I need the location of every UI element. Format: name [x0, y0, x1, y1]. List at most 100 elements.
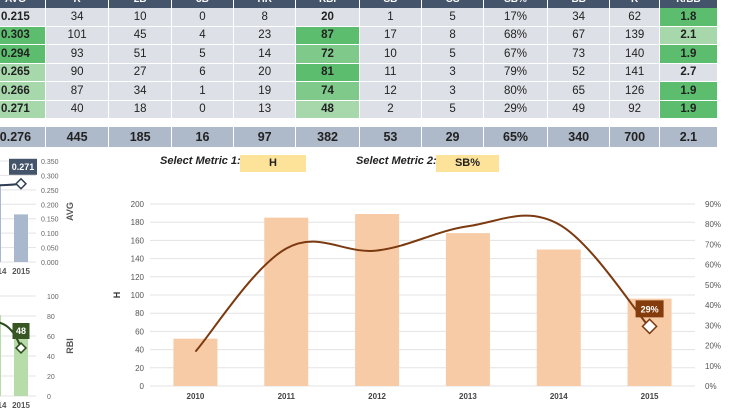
table-cell: 5	[421, 8, 485, 27]
y-tick-label: 200	[131, 200, 145, 209]
table-cell: 2.7	[659, 63, 719, 82]
x-tick-label: 2015	[12, 401, 30, 410]
x-tick-label: 2015	[641, 392, 659, 401]
y2-tick-label: 60%	[705, 261, 721, 270]
table-cell: 5	[421, 44, 485, 64]
table-cell: 23	[233, 26, 297, 45]
table-cell: 141	[609, 63, 660, 82]
table-cell: 45	[108, 26, 172, 45]
y2-tick-label: 90%	[705, 200, 721, 209]
column-header-r: R	[45, 0, 110, 8]
y-tick-label: 140	[131, 255, 145, 264]
y-tick-label: 0.250	[41, 188, 59, 195]
table-cell: 12	[359, 81, 422, 101]
table-cell: 67%	[483, 44, 548, 64]
column-header-cs: CS	[421, 0, 485, 8]
bar-2015	[14, 214, 28, 262]
y-tick-label: 40	[47, 354, 55, 361]
metric2-dropdown[interactable]: SB%	[436, 155, 499, 172]
x-tick-label: 2012	[368, 392, 386, 401]
data-label: 48	[16, 326, 26, 336]
y-tick-label: 0	[47, 394, 51, 401]
total-cell: 0.276	[0, 127, 46, 147]
table-row: 0.271 40 18 0 13 48 2 5 29% 49 92 1.9	[0, 100, 719, 119]
y-tick-label: 180	[131, 218, 145, 227]
table-row: 0.265 90 27 6 20 81 11 3 79% 52 141 2.7	[0, 63, 719, 82]
table-cell: 65	[547, 81, 611, 101]
metric2-label: Select Metric 2:	[356, 155, 437, 167]
y-tick-label: 0.150	[41, 217, 59, 224]
table-cell: 72	[295, 44, 360, 64]
table-cell: 11	[359, 63, 422, 82]
table-cell: 8	[233, 8, 297, 27]
table-cell: 20	[233, 63, 297, 82]
data-label: 0.271	[12, 162, 35, 172]
table-cell: 0	[171, 100, 235, 119]
table-cell: 0.265	[0, 63, 46, 82]
bar-2014	[0, 185, 1, 262]
line-marker	[14, 341, 28, 355]
table-cell: 2	[359, 100, 422, 119]
y2-tick-label: 40%	[705, 301, 721, 310]
stats-table: AVGR2B3BHRRBISBCSSB%BBKK/BB 0.2153410082…	[0, 0, 719, 147]
table-cell: 8	[421, 26, 485, 45]
table-cell: 1.9	[659, 44, 719, 64]
column-header-sb: SB	[359, 0, 422, 8]
table-cell: 90	[45, 63, 110, 82]
table-cell: 6	[171, 63, 235, 82]
total-cell: 53	[359, 127, 422, 147]
table-cell: 0.294	[0, 44, 46, 64]
table-cell: 5	[421, 100, 485, 119]
table-cell: 92	[609, 100, 660, 119]
x-tick-label: 2011	[278, 392, 296, 401]
bar-2014	[536, 249, 581, 386]
table-cell: 62	[609, 8, 660, 27]
y-tick-label: 100	[131, 291, 145, 300]
metric1-label: Select Metric 1:	[160, 155, 241, 167]
data-label-box	[635, 300, 664, 318]
table-cell: 74	[295, 81, 360, 101]
table-cell: 27	[108, 63, 172, 82]
y-tick-label: 0.350	[41, 159, 59, 166]
data-label-box	[12, 323, 30, 339]
total-cell: 445	[45, 127, 110, 147]
y-tick-label: 60	[47, 334, 55, 341]
table-cell: 34	[45, 8, 110, 27]
table-cell: 80%	[483, 81, 548, 101]
column-header-kbb: K/BB	[659, 0, 719, 8]
table-cell: 0.215	[0, 8, 46, 27]
table-cell: 87	[295, 26, 360, 45]
y2-tick-label: 70%	[705, 240, 721, 249]
y2-tick-label: 30%	[705, 321, 721, 330]
x-tick-label: 2014	[550, 392, 568, 401]
y-tick-label: 0.000	[41, 260, 59, 267]
x-tick-label: 2013	[459, 392, 477, 401]
y-tick-label: 80	[135, 309, 144, 318]
table-cell: 140	[609, 44, 660, 64]
table-cell: 73	[547, 44, 611, 64]
bar-2011	[264, 217, 309, 386]
column-header-hr: HR	[233, 0, 297, 8]
column-header-3b: 3B	[171, 0, 235, 8]
table-cell: 67	[547, 26, 611, 45]
sb-pct-line	[194, 214, 651, 353]
bar-2012	[355, 214, 400, 386]
total-cell: 2.1	[659, 127, 719, 147]
metric1-dropdown[interactable]: H	[240, 155, 306, 172]
y-tick-label: 0.300	[41, 173, 59, 180]
table-cell: 0	[171, 8, 235, 27]
total-cell: 29	[421, 127, 485, 147]
table-cell: 48	[295, 100, 360, 119]
table-row: 0.303 101 45 4 23 87 17 8 68% 67 139 2.1	[0, 26, 719, 45]
totals-row: 0.276 445 185 16 97 382 53 29 65% 340 700 2.1	[0, 127, 719, 147]
table-cell: 0.303	[0, 26, 46, 45]
table-row: 0.294 93 51 5 14 72 10 5 67% 73 140 1.9	[0, 44, 719, 64]
y2-tick-label: 10%	[705, 362, 721, 371]
total-cell: 700	[609, 127, 660, 147]
table-cell: 34	[547, 8, 611, 27]
table-cell: 93	[45, 44, 110, 64]
table-cell: 79%	[483, 63, 548, 82]
total-cell: 340	[547, 127, 611, 147]
table-cell: 0.266	[0, 81, 46, 101]
y2-tick-label: 0%	[705, 382, 717, 391]
